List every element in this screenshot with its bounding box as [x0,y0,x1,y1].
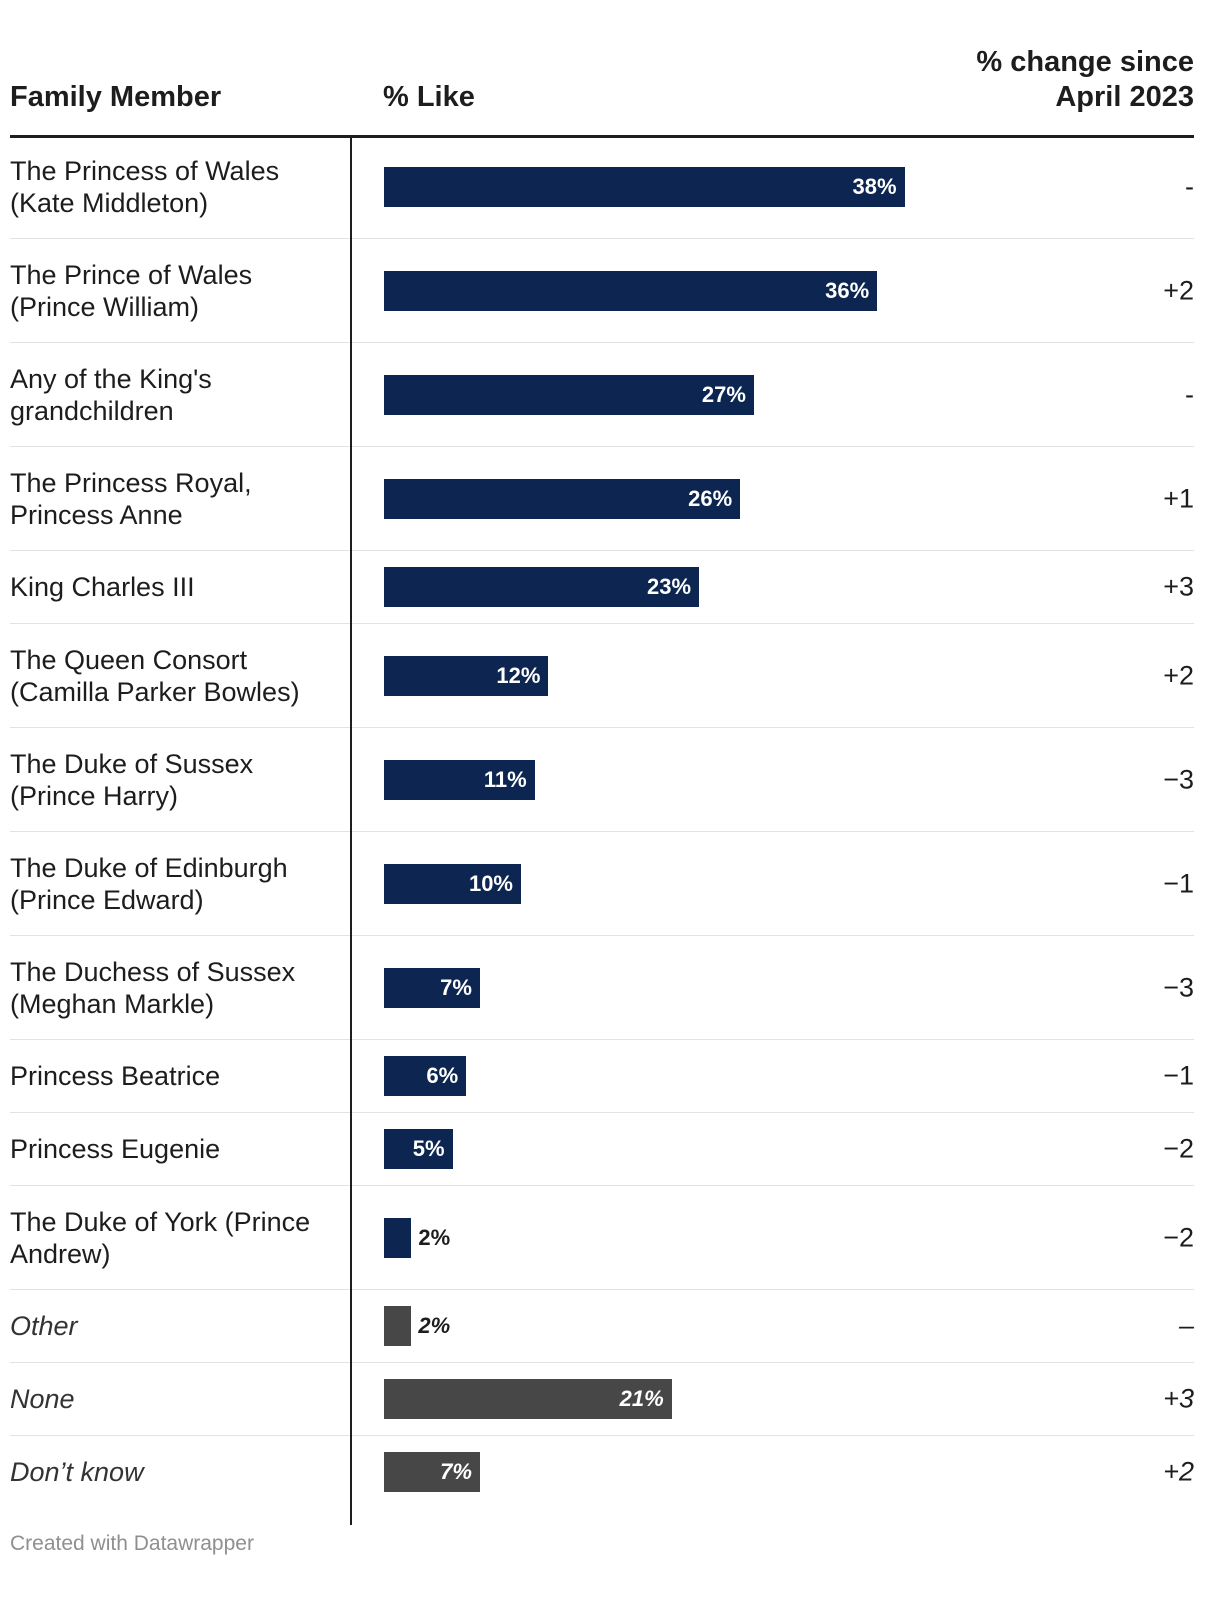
bar-value-label: 7% [440,974,472,1000]
column-header-change-line1: % change since [976,46,1194,78]
row-label: Princess Eugenie [10,1134,221,1164]
change-value: −2 [1163,1133,1194,1164]
column-header-family-member: Family Member [10,81,222,113]
bar-value-label: 5% [412,1136,445,1161]
change-value: +1 [1163,483,1194,513]
table-header: Family Member % Like % change since Apri… [10,40,1194,138]
change-value: - [1185,171,1194,201]
bar-value-label: 12% [496,662,541,688]
table-row: The Duke of Edinburgh (Prince Edward) 10%… [10,832,1194,936]
bar [384,478,741,519]
row-label: King Charles III [10,572,195,602]
change-value: −3 [1163,972,1194,1002]
row-label: Don’t know [10,1457,144,1487]
table-row: Princess Beatrice 6% −1 [10,1040,1194,1113]
change-value: - [1185,379,1194,409]
table-row: Princess Eugenie 5% −2 [10,1113,1194,1186]
bar [384,270,878,311]
change-value: +2 [1163,660,1194,690]
row-label: The Duchess of Sussex (Meghan Markle) [10,956,296,1019]
bar [384,166,905,207]
bar-value-label: 36% [825,277,870,303]
row-label: The Prince of Wales (Prince William) [10,259,253,322]
table-row: The Duke of York (Prince Andrew) 2% −2 [10,1186,1194,1290]
bar-value-label: 38% [852,173,897,199]
row-label: The Princess of Wales (Kate Middleton) [10,155,280,218]
row-label: Other [10,1311,78,1341]
change-value: −3 [1163,764,1194,794]
bar-value-label: 10% [468,870,513,896]
change-value: −1 [1163,1060,1194,1091]
table-row: The Duchess of Sussex (Meghan Markle) 7% −… [10,936,1194,1040]
change-value: +3 [1163,571,1194,602]
row-label: The Princess Royal, Princess Anne [10,467,252,530]
bar-table: The Princess of Wales (Kate Middleton) 38… [10,135,1194,1508]
column-divider [350,135,352,1525]
footer-credit: Created with Datawrapper [10,1532,254,1555]
change-value: +2 [1163,1456,1194,1487]
row-label: The Queen Consort (Camilla Parker Bowles… [10,644,300,707]
change-value: −2 [1163,1222,1194,1252]
bar [384,967,480,1008]
table-row: The Princess Royal, Princess Anne 26% +1 [10,447,1194,551]
row-label: Any of the King's grandchildren [10,363,212,426]
bar-value-label: 2% [418,1224,451,1250]
column-header-like: % Like [383,81,475,113]
bar [384,567,700,607]
bar-value-label: 7% [440,1459,472,1484]
column-header-change-line2: April 2023 [1055,81,1194,113]
table-row: Other 2% – [10,1290,1194,1363]
bar [384,1217,412,1258]
bar [384,1452,480,1492]
row-label: The Duke of Edinburgh (Prince Edward) [10,852,288,915]
bar-value-label: 26% [688,485,733,511]
table-row: Don’t know 7% +2 [10,1436,1194,1508]
bar-value-label: 23% [647,574,692,599]
row-label: Princess Beatrice [10,1061,221,1091]
bar [384,655,549,696]
bar-value-label: 6% [426,1063,459,1088]
bar [384,1129,453,1169]
table-row: King Charles III 23% +3 [10,551,1194,624]
bar [384,863,521,904]
row-label: The Duke of Sussex (Prince Harry) [10,748,254,811]
table-row: The Prince of Wales (Prince William) 36% +… [10,239,1194,343]
bar [384,1379,672,1419]
bar-value-label: 21% [619,1386,664,1411]
bar-value-label: 11% [483,766,527,792]
row-label: None [10,1384,75,1414]
change-value: +3 [1163,1383,1194,1414]
change-value: – [1178,1310,1194,1341]
row-label: The Duke of York (Prince Andrew) [10,1206,311,1269]
table-row: None 21% +3 [10,1363,1194,1436]
change-value: +2 [1163,275,1194,305]
bar-value-label: 27% [701,381,746,407]
table-row: The Duke of Sussex (Prince Harry) 11% −3 [10,728,1194,832]
bar-value-label: 2% [418,1313,451,1338]
change-value: −1 [1163,868,1194,898]
bar [384,374,754,415]
bar [384,1306,412,1346]
column-header-change: % change since April 2023 [934,45,1194,115]
table-row: The Princess of Wales (Kate Middleton) 38… [10,135,1194,239]
bar [384,759,535,800]
table-row: The Queen Consort (Camilla Parker Bowles… [10,624,1194,728]
bar [384,1056,467,1096]
table-row: Any of the King's grandchildren 27% - [10,343,1194,447]
